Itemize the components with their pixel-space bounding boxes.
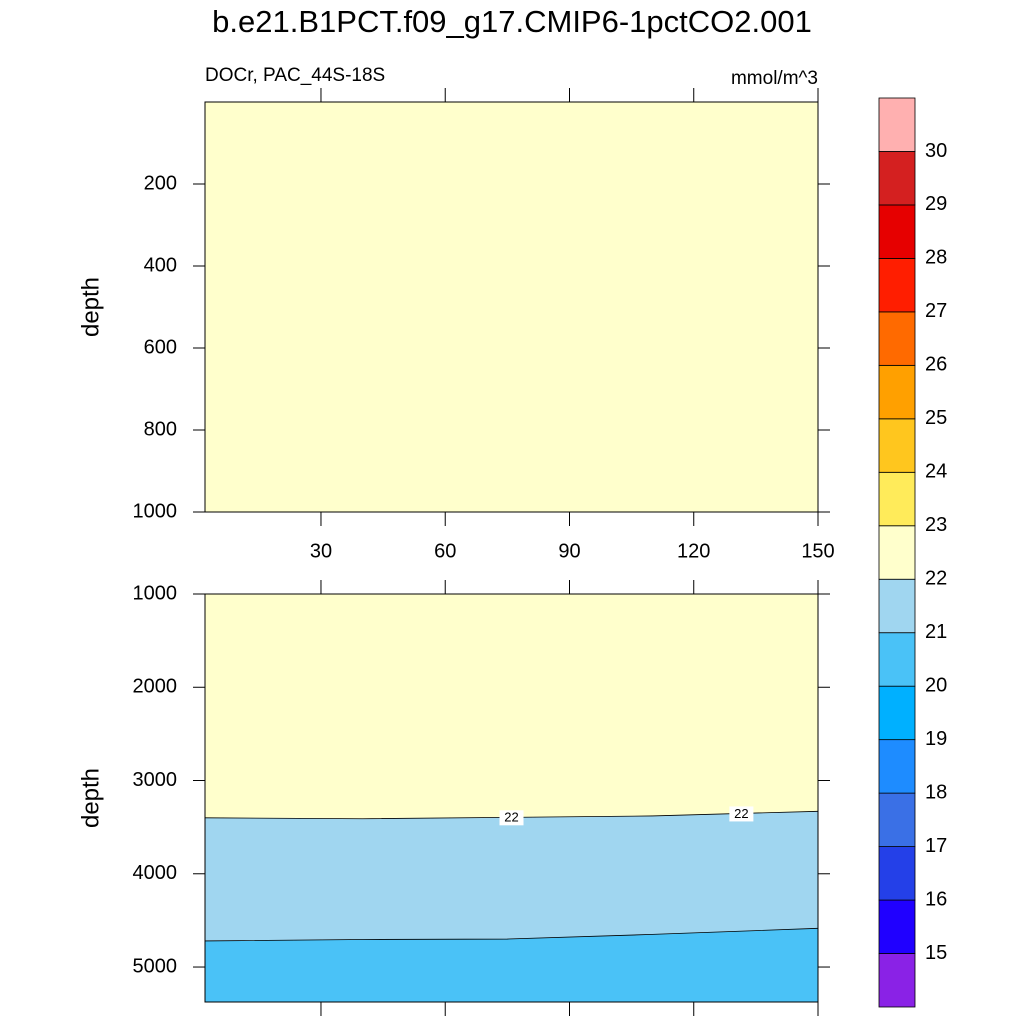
- x-tick-label: 30: [310, 540, 332, 562]
- y-axis-label: depth: [77, 768, 104, 828]
- colorbar-label: 26: [925, 354, 947, 376]
- y-tick-label: 400: [144, 254, 177, 276]
- colorbar-label: 21: [925, 621, 947, 643]
- plot-frame: [204, 593, 819, 1003]
- colorbar-label: 19: [925, 728, 947, 750]
- chart-title: b.e21.B1PCT.f09_g17.CMIP6-1pctCO2.001: [212, 4, 812, 39]
- colorbar-label: 17: [925, 835, 947, 857]
- colorbar-label: 20: [925, 674, 947, 696]
- colorbar-box: [878, 953, 916, 1008]
- colorbar-box: [878, 151, 916, 206]
- y-tick-label: 3000: [133, 769, 178, 791]
- colorbar-label: 27: [925, 300, 947, 322]
- colorbar-box: [878, 525, 916, 580]
- subtitle: DOCr, PAC_44S-18S: [205, 65, 385, 86]
- contour-fill: [205, 928, 818, 1002]
- colorbar-label: 28: [925, 247, 947, 269]
- x-tick-label: 150: [801, 540, 834, 562]
- y-tick-label: 4000: [133, 862, 178, 884]
- colorbar-box: [878, 97, 916, 152]
- contour-line: [204, 927, 819, 942]
- colorbar-label: 25: [925, 407, 947, 429]
- colorbar-box: [878, 685, 916, 741]
- y-tick-label: 1000: [133, 500, 178, 522]
- x-tick-label: 120: [677, 540, 710, 562]
- y-tick-label: 800: [144, 418, 177, 440]
- colorbar-label: 15: [925, 942, 947, 964]
- contour-label: 22: [504, 810, 518, 825]
- colorbar-label: 22: [925, 568, 947, 590]
- colorbar-label: 24: [925, 461, 947, 483]
- colorbar-box: [878, 258, 916, 313]
- colorbar-box: [878, 418, 916, 473]
- colorbar-box: [878, 311, 916, 366]
- colorbar-label: 18: [925, 781, 947, 803]
- y-tick-label: 5000: [133, 955, 178, 977]
- units: mmol/m^3: [731, 68, 818, 89]
- colorbar-box: [878, 578, 916, 634]
- y-tick-label: 1000: [133, 582, 178, 604]
- y-axis-label: depth: [77, 277, 104, 337]
- colorbar-box: [878, 632, 916, 687]
- contour-label-bg: [499, 810, 524, 826]
- colorbar-box: [878, 792, 916, 847]
- colorbar-box: [878, 899, 916, 954]
- colorbar-box: [878, 364, 916, 420]
- colorbar-box: [878, 471, 916, 527]
- colorbar-box: [878, 739, 916, 794]
- y-tick-label: 600: [144, 336, 177, 358]
- contour-label: 22: [734, 806, 748, 821]
- colorbar-box: [878, 846, 916, 901]
- colorbar-label: 23: [925, 514, 947, 536]
- x-tick-label: 60: [434, 540, 456, 562]
- contour-fill: [205, 102, 818, 512]
- y-tick-label: 200: [144, 172, 177, 194]
- contour-label-bg: [729, 806, 754, 822]
- colorbar-label: 29: [925, 193, 947, 215]
- plot-frame: [204, 101, 819, 513]
- colorbar-box: [878, 204, 916, 259]
- colorbar-label: 16: [925, 888, 947, 910]
- x-tick-label: 90: [558, 540, 580, 562]
- y-tick-label: 2000: [133, 676, 178, 698]
- colorbar-label: 30: [925, 140, 947, 162]
